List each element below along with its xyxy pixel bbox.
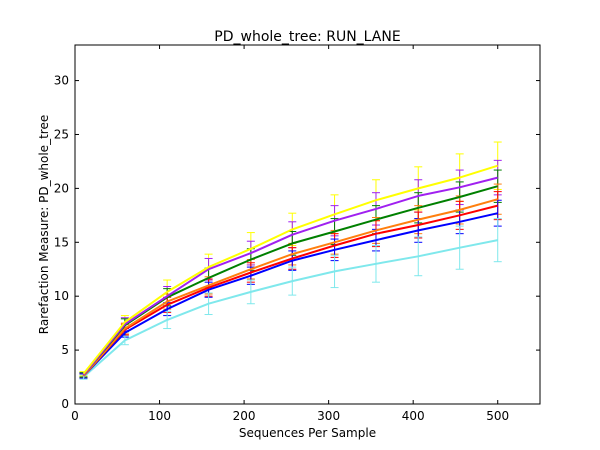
y-axis-label: Rarefaction Measure: PD_whole_tree: [37, 115, 51, 334]
plot-frame: [74, 44, 541, 405]
y-tick-label: 25: [54, 127, 69, 141]
x-axis: 0 100 200 300 400 500: [71, 45, 509, 423]
series-line-4: [82, 198, 498, 377]
series-line-6: [82, 212, 498, 377]
y-tick-label: 10: [54, 289, 69, 303]
x-tick-label: 0: [71, 409, 79, 423]
chart-title: PD_whole_tree: RUN_LANE: [214, 29, 400, 45]
plot-area: [79, 141, 502, 380]
series-line-5: [82, 204, 498, 377]
series-line-2: [82, 176, 498, 376]
y-tick-label: 30: [54, 74, 69, 88]
x-axis-label: Sequences Per Sample: [239, 426, 376, 440]
x-tick-label: 500: [486, 409, 509, 423]
x-tick-label: 100: [148, 409, 171, 423]
y-tick-label: 15: [54, 235, 69, 249]
y-tick-label: 20: [54, 181, 69, 195]
x-tick-label: 400: [402, 409, 425, 423]
y-tick-label: 5: [61, 343, 69, 357]
x-tick-label: 200: [233, 409, 256, 423]
y-axis: 0 5 10 15 20 25 30: [54, 74, 540, 411]
y-tick-label: 0: [61, 397, 69, 411]
x-tick-label: 300: [317, 409, 340, 423]
series-line-7: [82, 239, 498, 378]
series-line-1: [82, 164, 498, 375]
